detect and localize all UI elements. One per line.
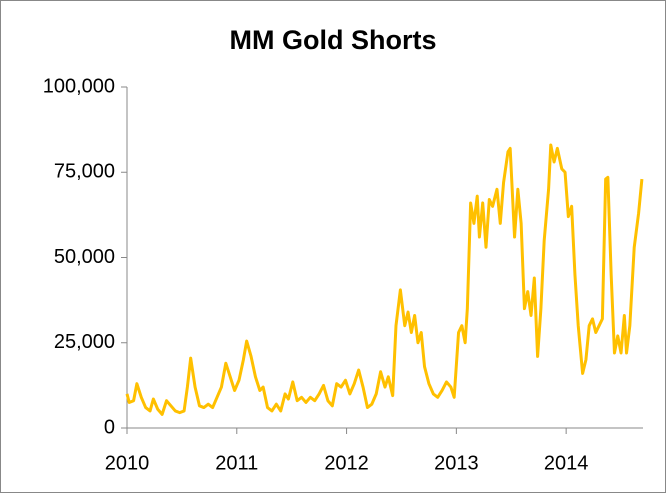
y-tick-label: 0	[104, 416, 115, 438]
chart-title: MM Gold Shorts	[230, 25, 437, 55]
y-tick-label: 100,000	[43, 75, 115, 97]
y-tick-label: 25,000	[54, 331, 115, 353]
x-tick-label: 2014	[544, 452, 589, 474]
y-tick-label: 75,000	[54, 161, 115, 183]
x-tick-label: 2011	[215, 452, 258, 474]
x-tick-label: 2012	[324, 452, 369, 474]
x-tick-label: 2013	[434, 452, 479, 474]
data-line	[125, 143, 644, 416]
y-tick-label: 50,000	[54, 246, 115, 268]
x-tick-label: 2010	[105, 452, 150, 474]
